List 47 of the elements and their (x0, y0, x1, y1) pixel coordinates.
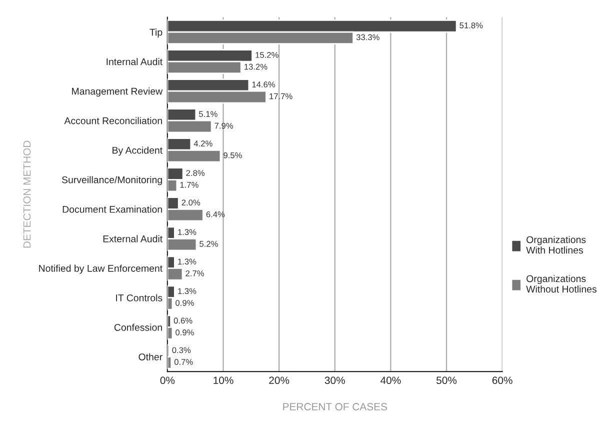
data-label: 1.3% (178, 229, 196, 236)
data-label: 33.3% (356, 34, 380, 40)
legend-label: Organizations Without Hotlines (526, 274, 597, 293)
data-label: 1.3% (178, 258, 196, 265)
data-label: 5.2% (200, 240, 218, 247)
data-label: 14.6% (252, 82, 276, 88)
x-tick-label: 0% (160, 376, 175, 384)
x-axis-title: PERCENT OF CASES (283, 403, 387, 410)
y-axis-title: DETECTION METHOD (23, 140, 31, 248)
data-label: 15.2% (256, 52, 278, 58)
y-tick-label: Tip (150, 28, 162, 38)
data-label: 2.8% (186, 170, 205, 176)
data-label: 0.9% (176, 300, 194, 306)
y-tick-label: By Accident (112, 146, 163, 156)
x-tick-label: 50% (436, 376, 457, 384)
data-label: 0.9% (176, 329, 194, 336)
y-tick-label: External Audit (103, 235, 163, 242)
data-label: 2.7% (186, 270, 204, 276)
y-tick-label: Internal Audit (106, 58, 163, 66)
x-tick-label: 40% (380, 376, 401, 384)
x-tick-label: 10% (214, 376, 234, 384)
legend-label: Organizations With Hotlines (526, 236, 586, 254)
data-label: 1.3% (178, 288, 196, 294)
data-label: 1.7% (180, 182, 198, 188)
data-label: 0.6% (174, 318, 192, 324)
y-tick-label: Surveillance/Monitoring (62, 176, 162, 186)
data-label: 17.7% (270, 93, 292, 100)
y-tick-label: Management Review (72, 88, 163, 97)
y-tick-label: Other (138, 353, 162, 360)
x-tick-label: 30% (324, 376, 345, 384)
data-label: 4.2% (194, 140, 212, 146)
x-tick-label: 60% (492, 376, 512, 384)
y-tick-label: IT Controls (116, 294, 162, 302)
data-label: 5.1% (199, 111, 218, 117)
data-label: 2.0% (182, 200, 200, 206)
data-label: 7.9% (214, 122, 234, 129)
x-tick-label: 20% (269, 376, 290, 384)
y-tick-label: Document Examination (62, 206, 162, 213)
data-label: 51.8% (460, 22, 483, 28)
y-tick-label: Confession (114, 324, 162, 331)
y-tick-label: Notified by Law Enforcement (39, 264, 163, 274)
data-label: 0.7% (174, 359, 193, 365)
data-label: 9.5% (224, 152, 242, 158)
data-label: 0.3% (172, 347, 191, 354)
y-tick-label: Account Reconciliation (64, 117, 162, 124)
data-label: 13.2% (244, 64, 268, 70)
data-label: 6.4% (206, 211, 225, 218)
